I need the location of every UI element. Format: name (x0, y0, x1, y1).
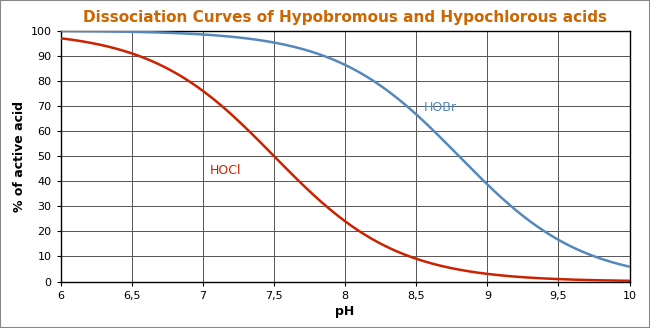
X-axis label: pH: pH (335, 305, 355, 318)
Y-axis label: % of active acid: % of active acid (14, 101, 27, 212)
Title: Dissociation Curves of Hypobromous and Hypochlorous acids: Dissociation Curves of Hypobromous and H… (83, 10, 607, 25)
Text: HOCl: HOCl (210, 164, 242, 177)
Text: HOBr: HOBr (423, 101, 456, 114)
